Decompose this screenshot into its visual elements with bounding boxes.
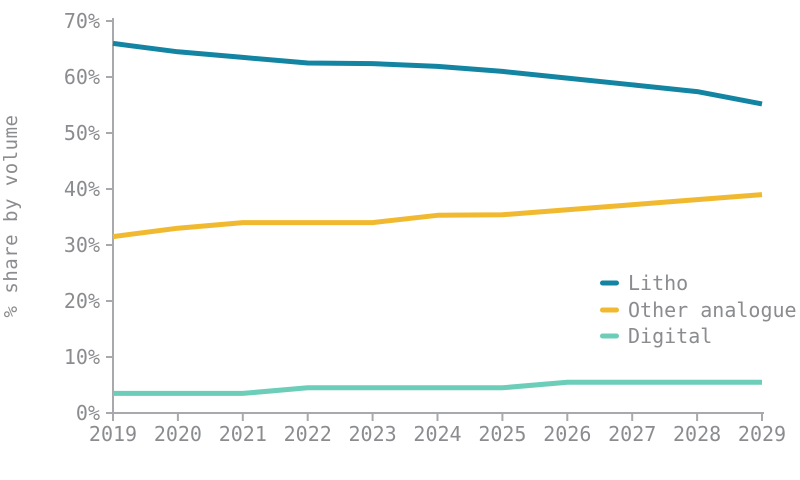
x-tick-label: 2019 bbox=[89, 422, 137, 446]
legend-label: Other analogue bbox=[628, 298, 797, 322]
x-tick-label: 2028 bbox=[673, 422, 721, 446]
y-tick-label: 50% bbox=[64, 121, 100, 145]
series-line-other-analogue bbox=[112, 192, 763, 240]
y-tick-label: 0% bbox=[76, 401, 100, 425]
y-tick-label: 40% bbox=[64, 177, 100, 201]
legend-item-litho: Litho bbox=[600, 271, 688, 295]
x-axis: 2019 2020 2021 2022 2023 2024 2025 2026 2027 2028… bbox=[89, 412, 786, 446]
y-tick-label: 10% bbox=[64, 345, 100, 369]
y-axis: 0% 10% 20% 30% 40% 50% 60% 70% bbox=[64, 9, 114, 425]
y-tick-label: 30% bbox=[64, 233, 100, 257]
y-tick-label: 20% bbox=[64, 289, 100, 313]
series-lines bbox=[112, 40, 763, 396]
y-tick-label: 60% bbox=[64, 65, 100, 89]
legend-item-digital: Digital bbox=[600, 324, 712, 348]
legend-swatch bbox=[600, 307, 619, 313]
x-tick-label: 2023 bbox=[349, 422, 397, 446]
x-tick-label: 2026 bbox=[543, 422, 591, 446]
series-line-litho bbox=[112, 40, 763, 107]
legend-swatch bbox=[600, 280, 619, 286]
y-axis-title: % share by volume bbox=[0, 115, 22, 318]
x-tick-label: 2024 bbox=[413, 422, 461, 446]
legend-item-other-analogue: Other analogue bbox=[600, 298, 797, 322]
legend-swatch bbox=[600, 333, 619, 339]
x-tick-label: 2029 bbox=[738, 422, 786, 446]
legend-label: Litho bbox=[628, 271, 688, 295]
x-tick-label: 2021 bbox=[219, 422, 267, 446]
x-tick-label: 2027 bbox=[608, 422, 656, 446]
x-tick-label: 2020 bbox=[154, 422, 202, 446]
x-tick-label: 2022 bbox=[284, 422, 332, 446]
x-tick-label: 2025 bbox=[478, 422, 526, 446]
series-line-digital bbox=[113, 379, 762, 396]
legend-label: Digital bbox=[628, 324, 712, 348]
y-tick-label: 70% bbox=[64, 9, 100, 33]
